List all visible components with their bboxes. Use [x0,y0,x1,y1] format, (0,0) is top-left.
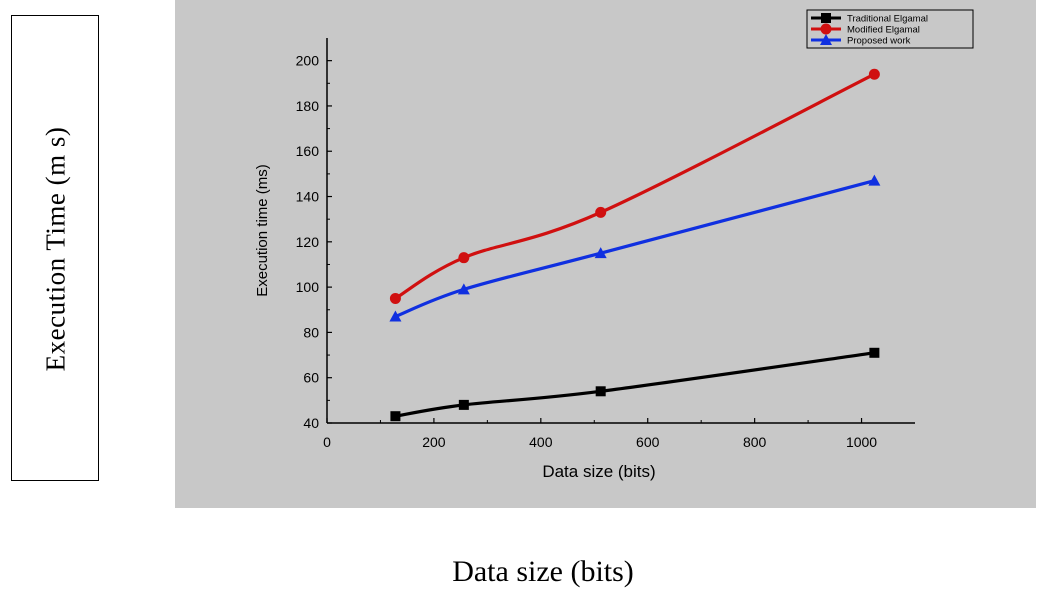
data-point [389,292,401,304]
data-point [594,247,607,259]
line-chart: 40 60 80 100 120 140 160 180 200 0 200 400 600 800 100… [254,9,974,481]
data-point [868,174,881,186]
y-tick-label: 60 [303,370,319,386]
y-tick-label: 80 [303,324,319,340]
legend-label: Proposed work [847,36,911,47]
x-tick-label: 600 [636,434,660,450]
plot-panel: 40 60 80 100 120 140 160 180 200 0 200 400 600 800 100… [175,0,1036,508]
outer-x-axis-label: Data size (bits) [452,555,634,588]
data-point [595,206,607,218]
data-point [390,411,401,422]
y-axis-title: Execution time (ms) [254,164,271,297]
series-line-1 [393,351,876,418]
y-tick-label: 140 [296,189,320,205]
data-point [869,347,880,358]
data-point [595,386,606,397]
x-tick-label: 1000 [846,434,877,450]
legend-label: Modified Elgamal [847,25,920,36]
y-tick-label: 100 [296,279,320,295]
x-tick-label: 0 [323,434,331,450]
y-tick-label: 180 [296,98,320,114]
series-line-3 [393,179,876,319]
data-point [868,68,880,80]
legend-swatch-marker [820,34,832,45]
legend-label: Traditional Elgamal [847,14,928,25]
data-point [458,399,469,410]
data-point [457,283,470,295]
x-tick-label: 800 [743,434,767,450]
y-tick-label: 200 [296,53,320,69]
legend-swatch-marker [820,23,832,35]
outer-y-axis-label: Execution Time (m s) [40,126,71,372]
outer-ylabel-box: Execution Time (m s) [11,15,99,481]
y-tick-label: 160 [296,143,320,159]
y-tick-label: 120 [296,234,320,250]
legend-swatch-marker [821,13,831,23]
series-line-2 [393,72,876,301]
x-axis-title: Data size (bits) [542,462,655,481]
y-tick-label: 40 [303,415,319,431]
x-tick-label: 400 [529,434,553,450]
data-point [458,252,470,264]
data-point [389,310,402,322]
legend-box [806,9,974,49]
x-tick-label: 200 [422,434,446,450]
